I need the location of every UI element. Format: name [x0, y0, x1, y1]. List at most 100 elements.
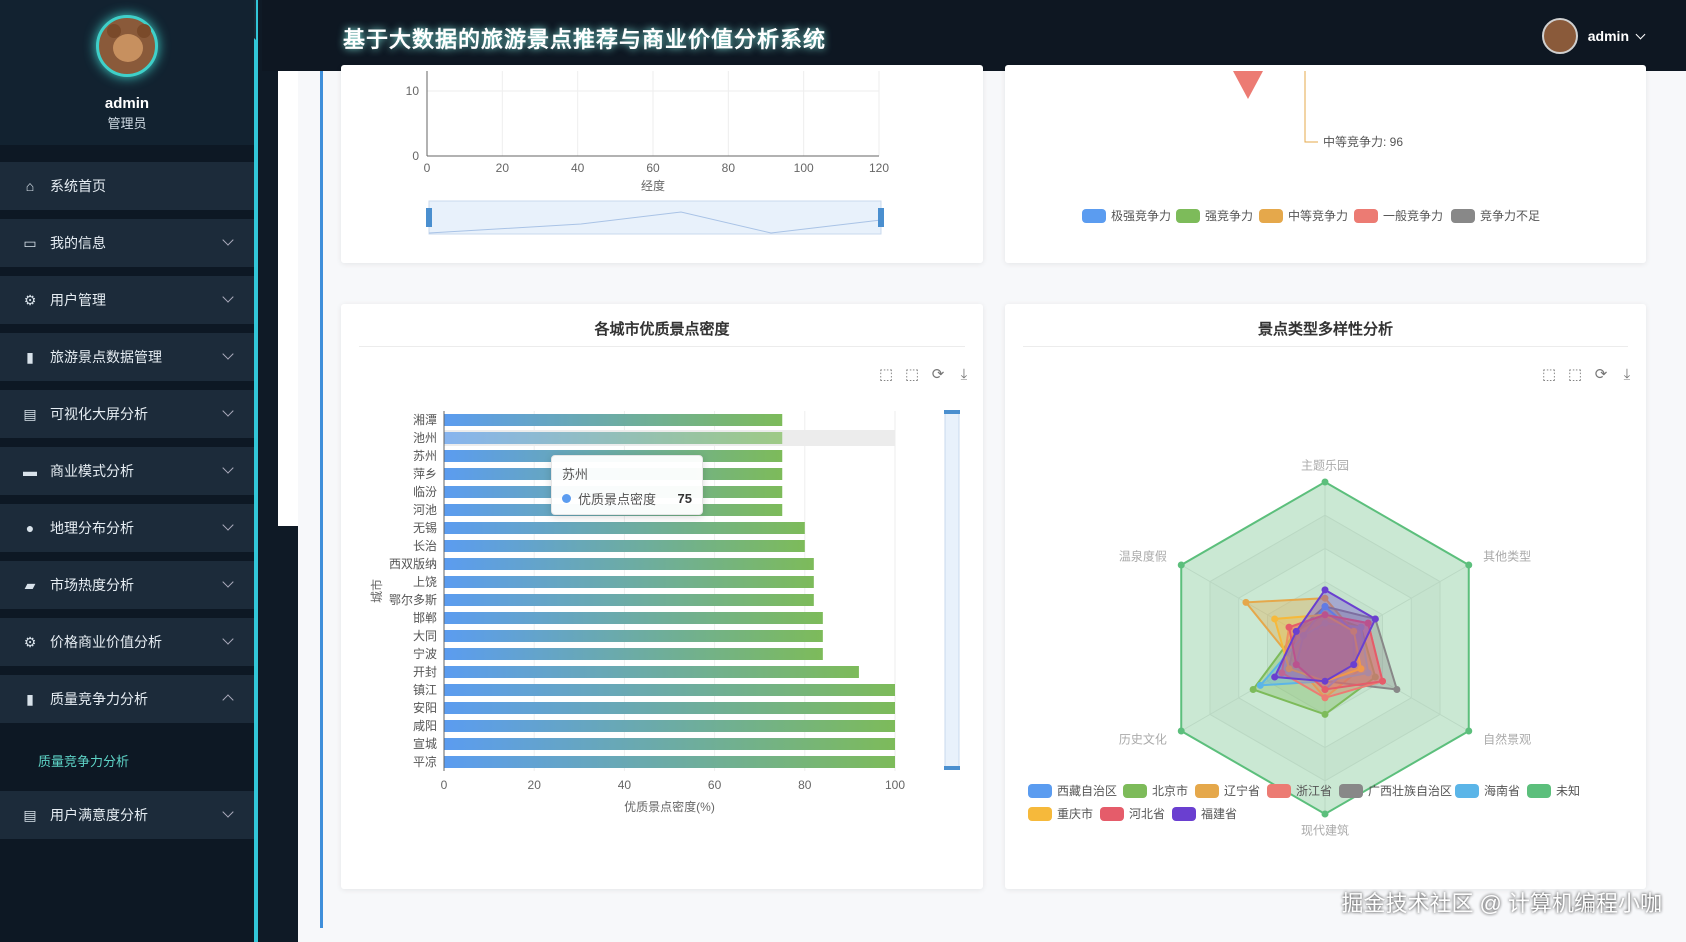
radar-point[interactable]	[1249, 686, 1257, 693]
bar[interactable]	[444, 738, 895, 750]
radar-point[interactable]	[1321, 686, 1329, 693]
sidebar-item-6[interactable]: ● 地理分布分析	[0, 504, 254, 552]
bar[interactable]	[444, 756, 895, 768]
bar[interactable]	[444, 630, 823, 642]
chevron-down-icon[interactable]	[222, 405, 234, 417]
user-menu[interactable]: admin	[1541, 18, 1646, 54]
zoom-icon[interactable]: ⬚	[878, 366, 894, 383]
radar-point[interactable]	[1321, 694, 1329, 702]
sidebar-item-5[interactable]: ▬ 商业模式分析	[0, 447, 254, 495]
radar-point[interactable]	[1321, 603, 1329, 610]
bar[interactable]	[444, 432, 783, 444]
bar[interactable]	[444, 576, 814, 588]
radar-point[interactable]	[1242, 598, 1250, 606]
sidebar-item-1[interactable]: ▭ 我的信息	[0, 219, 254, 267]
radar-point[interactable]	[1465, 561, 1473, 569]
chevron-down-icon[interactable]	[222, 234, 234, 246]
chevron-down-icon[interactable]	[222, 806, 234, 818]
chevron-down-icon[interactable]	[222, 348, 234, 360]
slider-handle-right[interactable]	[878, 208, 884, 227]
radar-point[interactable]	[1292, 627, 1300, 635]
radar-point[interactable]	[1278, 669, 1286, 677]
bar[interactable]	[444, 684, 895, 696]
radar-point[interactable]	[1285, 623, 1293, 631]
zoom-icon[interactable]: ⬚	[1541, 366, 1557, 383]
bar[interactable]	[444, 558, 814, 570]
x-tick-label: 100	[794, 161, 814, 175]
chevron-down-icon[interactable]	[222, 633, 234, 645]
bar[interactable]	[444, 666, 859, 678]
bar[interactable]	[444, 720, 895, 732]
radar-point[interactable]	[1371, 615, 1379, 623]
radar-point[interactable]	[1321, 619, 1329, 627]
download-icon[interactable]: ⤓	[1623, 366, 1631, 383]
radar-point[interactable]	[1299, 632, 1307, 640]
pie-slice[interactable]	[1233, 71, 1263, 99]
radar-point[interactable]	[1271, 673, 1279, 681]
radar-point[interactable]	[1292, 661, 1300, 669]
radar-point[interactable]	[1321, 810, 1329, 818]
zoom-reset-icon[interactable]: ⬚	[1567, 366, 1583, 383]
radar-point[interactable]	[1285, 665, 1293, 673]
bar[interactable]	[444, 612, 823, 624]
radar-point[interactable]	[1321, 710, 1329, 718]
slider-handle-bottom[interactable]	[944, 766, 960, 770]
bar[interactable]	[444, 522, 805, 534]
sidebar-item-8[interactable]: ⚙ 价格商业价值分析	[0, 618, 254, 666]
radar-point[interactable]	[1177, 727, 1185, 735]
bar[interactable]	[444, 540, 805, 552]
x-tick-label: 40	[571, 161, 585, 175]
chevron-down-icon[interactable]	[222, 576, 234, 588]
sidebar-item-4[interactable]: ▤ 可视化大屏分析	[0, 390, 254, 438]
sidebar-item-3[interactable]: ▮ 旅游景点数据管理	[0, 333, 254, 381]
radar-point[interactable]	[1357, 623, 1365, 631]
bar[interactable]	[444, 594, 814, 606]
bar[interactable]	[444, 414, 783, 426]
bar[interactable]	[444, 648, 823, 660]
radar-point[interactable]	[1321, 677, 1329, 685]
sidebar-item-2[interactable]: ⚙ 用户管理	[0, 276, 254, 324]
chevron-down-icon[interactable]	[222, 519, 234, 531]
submenu-item-active[interactable]: 质量竞争力分析	[0, 732, 254, 789]
user-name[interactable]: admin	[1587, 28, 1629, 44]
radar-point[interactable]	[1271, 615, 1279, 623]
bar[interactable]	[444, 702, 895, 714]
radar-point[interactable]	[1256, 681, 1264, 689]
radar-point[interactable]	[1321, 594, 1329, 602]
legend-swatch	[1354, 209, 1378, 223]
chevron-down-icon[interactable]	[222, 462, 234, 474]
sidebar-item-9[interactable]: ▮ 质量竞争力分析	[0, 675, 254, 723]
radar-point[interactable]	[1364, 619, 1372, 627]
avatar[interactable]	[96, 15, 158, 77]
legend-swatch	[1028, 807, 1052, 821]
radar-point[interactable]	[1364, 669, 1372, 677]
refresh-icon[interactable]: ⟳	[1594, 366, 1608, 383]
sidebar-item-0[interactable]: ⌂ 系统首页	[0, 162, 254, 210]
radar-point[interactable]	[1379, 677, 1387, 685]
download-icon[interactable]: ⤓	[960, 366, 968, 383]
chevron-down-icon[interactable]	[1635, 29, 1646, 39]
radar-point[interactable]	[1465, 727, 1473, 735]
vertical-zoom-slider[interactable]	[944, 411, 960, 769]
slider-handle-top[interactable]	[944, 410, 960, 414]
content-area: 0 20 40 60 80 100 120 10 0 经度 中等竞争力: 96 极强竞争力 强竞争力…	[298, 65, 1686, 942]
slider-handle-left[interactable]	[426, 208, 432, 227]
monitor-icon: ▬	[23, 463, 37, 479]
chevron-up-icon[interactable]	[222, 694, 234, 706]
sidebar-item-satisfaction[interactable]: ▤ 用户满意度分析	[0, 791, 254, 839]
radar-point[interactable]	[1321, 586, 1329, 594]
legend-swatch	[1172, 807, 1196, 821]
chevron-down-icon[interactable]	[222, 291, 234, 303]
radar-point[interactable]	[1371, 673, 1379, 681]
user-avatar[interactable]	[1541, 18, 1578, 54]
refresh-icon[interactable]: ⟳	[931, 366, 945, 383]
radar-point[interactable]	[1350, 661, 1358, 669]
radar-point[interactable]	[1393, 686, 1401, 693]
radar-point[interactable]	[1321, 611, 1329, 619]
radar-point[interactable]	[1357, 665, 1365, 673]
radar-point[interactable]	[1350, 627, 1358, 635]
radar-point[interactable]	[1177, 561, 1185, 569]
sidebar-item-7[interactable]: ▰ 市场热度分析	[0, 561, 254, 609]
radar-point[interactable]	[1321, 478, 1329, 486]
zoom-reset-icon[interactable]: ⬚	[904, 366, 920, 383]
